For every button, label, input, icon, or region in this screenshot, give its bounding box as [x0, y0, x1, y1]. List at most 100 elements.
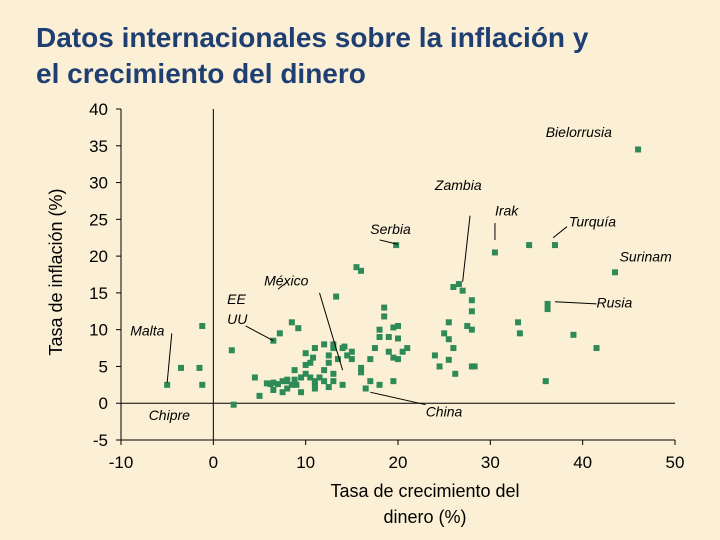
- data-point: [302, 370, 309, 377]
- data-point: [199, 381, 206, 388]
- data-point: [390, 378, 397, 385]
- data-point: [390, 324, 397, 331]
- data-point: [310, 354, 317, 361]
- data-point: [344, 352, 351, 359]
- data-point: [376, 381, 383, 388]
- data-point: [316, 374, 323, 381]
- data-point: [321, 341, 328, 348]
- chart-title: Datos internacionales sobre la inflación…: [36, 20, 696, 92]
- data-point: [371, 345, 378, 352]
- data-point: [288, 381, 295, 388]
- leader-line: [277, 281, 288, 290]
- data-point: [330, 341, 337, 348]
- annotation-label: Irak: [495, 203, 519, 219]
- data-point: [302, 350, 309, 357]
- data-point: [348, 348, 355, 355]
- x-axis-label-line-2: dinero (%): [383, 507, 466, 527]
- data-point: [276, 330, 283, 337]
- data-point: [452, 370, 459, 377]
- data-point: [293, 381, 300, 388]
- y-tick-label: 25: [89, 210, 108, 229]
- annotation-label: Zambia: [434, 177, 482, 193]
- data-point: [178, 364, 185, 371]
- y-tick-label: 20: [89, 247, 108, 266]
- data-point: [311, 385, 318, 392]
- data-point: [291, 367, 298, 374]
- y-axis-label: Tasa de inflación (%): [46, 188, 66, 355]
- leader-line: [554, 301, 597, 305]
- data-point: [450, 345, 457, 352]
- data-point: [270, 386, 277, 393]
- data-point: [459, 287, 466, 294]
- data-point: [348, 356, 355, 363]
- y-tick-label: 35: [89, 137, 108, 156]
- data-point: [431, 352, 438, 359]
- data-point: [376, 334, 383, 341]
- leader-line: [462, 215, 471, 282]
- data-point: [395, 335, 401, 342]
- y-tick-label: 15: [89, 284, 108, 303]
- data-point: [570, 331, 577, 338]
- data-point: [471, 363, 478, 370]
- data-point: [445, 336, 452, 343]
- data-point: [436, 363, 443, 370]
- y-tick-label: 5: [99, 357, 108, 376]
- y-tick-label: 0: [99, 394, 108, 413]
- data-point: [445, 356, 452, 363]
- data-point: [274, 381, 281, 388]
- data-point: [333, 293, 340, 300]
- data-point: [196, 364, 203, 371]
- data-point: [358, 369, 365, 376]
- y-tick-label: -5: [93, 431, 108, 450]
- data-point: [544, 300, 551, 307]
- data-point: [358, 364, 365, 371]
- data-point: [395, 322, 401, 329]
- annotation-label: Rusia: [597, 295, 633, 311]
- data-point: [381, 304, 388, 311]
- data-point: [302, 361, 309, 368]
- x-tick-label: 0: [209, 453, 218, 472]
- data-point: [270, 379, 277, 386]
- chart-title-line-2: el crecimiento del dinero: [36, 58, 366, 89]
- data-point: [362, 385, 369, 392]
- leader-line: [245, 325, 274, 342]
- chart-axes: [116, 108, 676, 445]
- data-point: [445, 319, 452, 326]
- data-point: [381, 313, 388, 320]
- data-point: [516, 330, 523, 337]
- annotations: Bielorrusia Zambia Irak Serbia Turquía Surina…: [130, 124, 672, 423]
- data-point: [551, 242, 558, 249]
- data-point: [450, 284, 457, 291]
- data-point: [385, 334, 392, 341]
- leader-line: [166, 333, 173, 383]
- data-point: [228, 347, 235, 354]
- data-point: [358, 267, 365, 274]
- data-point: [284, 385, 291, 392]
- data-point: [307, 359, 314, 366]
- data-point: [298, 374, 305, 381]
- data-point: [298, 389, 305, 396]
- data-point: [593, 345, 600, 352]
- y-tick-label: 30: [89, 174, 108, 193]
- data-point: [334, 356, 341, 363]
- data-point: [515, 319, 522, 326]
- data-point: [339, 381, 346, 388]
- data-point: [311, 381, 318, 388]
- data-point: [526, 242, 533, 249]
- x-tick-label: -10: [109, 453, 134, 472]
- x-tick-label: 30: [481, 453, 500, 472]
- data-point: [321, 367, 328, 374]
- leader-line: [379, 239, 399, 245]
- data-point: [263, 380, 270, 387]
- data-point: [291, 376, 298, 383]
- data-point: [491, 249, 498, 256]
- data-point: [468, 326, 475, 333]
- data-point: [376, 326, 383, 333]
- annotation-label: EE: [227, 291, 246, 307]
- data-point: [307, 374, 314, 381]
- data-point: [321, 378, 328, 385]
- data-point: [611, 269, 618, 276]
- data-point: [164, 381, 171, 388]
- annotation-label: Chipre: [149, 407, 190, 423]
